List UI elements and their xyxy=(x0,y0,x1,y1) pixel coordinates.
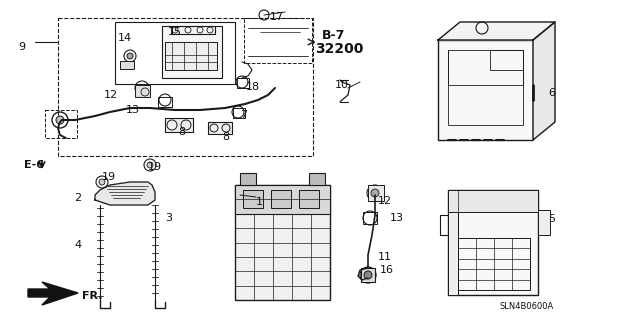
Text: 13: 13 xyxy=(126,105,140,115)
Bar xyxy=(438,40,533,140)
Bar xyxy=(165,118,193,132)
Bar xyxy=(233,108,245,118)
Text: 16: 16 xyxy=(380,265,394,275)
Bar xyxy=(448,190,538,295)
Bar xyxy=(458,238,530,290)
Bar xyxy=(237,78,249,88)
Bar xyxy=(162,26,222,78)
Bar xyxy=(240,173,256,185)
Bar xyxy=(309,173,325,185)
Bar xyxy=(158,97,172,107)
Text: 7: 7 xyxy=(240,110,247,120)
Bar xyxy=(448,190,458,295)
Text: E-6: E-6 xyxy=(24,160,44,170)
Bar xyxy=(363,212,377,224)
Bar xyxy=(235,185,330,214)
Bar xyxy=(235,185,330,300)
Bar xyxy=(271,190,291,208)
Bar xyxy=(45,110,77,138)
Text: 4: 4 xyxy=(74,240,81,250)
Bar xyxy=(448,50,523,125)
Bar xyxy=(115,22,235,84)
Circle shape xyxy=(364,271,372,279)
Text: 10: 10 xyxy=(335,80,349,90)
Bar xyxy=(361,268,375,282)
Bar xyxy=(208,122,232,134)
Text: 18: 18 xyxy=(246,82,260,92)
Text: 11: 11 xyxy=(378,252,392,262)
Polygon shape xyxy=(95,182,155,205)
Bar xyxy=(368,185,384,201)
Bar xyxy=(538,210,550,235)
Text: 8: 8 xyxy=(178,127,185,137)
Bar xyxy=(58,18,313,156)
Circle shape xyxy=(127,53,133,59)
Text: 17: 17 xyxy=(270,12,284,22)
Text: SLN4B0600A: SLN4B0600A xyxy=(500,302,554,311)
Polygon shape xyxy=(28,282,78,305)
Bar xyxy=(135,85,150,97)
Bar xyxy=(299,190,319,208)
Bar xyxy=(448,190,538,212)
Circle shape xyxy=(371,189,379,197)
Polygon shape xyxy=(533,22,555,140)
Text: B-7: B-7 xyxy=(322,29,346,42)
Text: 1: 1 xyxy=(256,197,263,207)
Text: FR.: FR. xyxy=(82,291,102,301)
Bar xyxy=(120,61,134,69)
Text: 32200: 32200 xyxy=(315,42,364,56)
Text: 13: 13 xyxy=(390,213,404,223)
Polygon shape xyxy=(438,22,555,40)
Circle shape xyxy=(56,116,64,124)
Text: 12: 12 xyxy=(378,196,392,206)
Circle shape xyxy=(147,162,153,168)
Text: 3: 3 xyxy=(165,213,172,223)
Bar xyxy=(244,18,312,63)
Text: 14: 14 xyxy=(118,33,132,43)
Text: 8: 8 xyxy=(222,132,229,142)
Text: 19: 19 xyxy=(148,162,162,172)
Text: 15: 15 xyxy=(168,27,182,37)
Text: 2: 2 xyxy=(74,193,81,203)
Text: 19: 19 xyxy=(102,172,116,182)
Text: 12: 12 xyxy=(104,90,118,100)
Bar xyxy=(165,42,217,70)
Bar xyxy=(490,50,523,70)
Bar xyxy=(243,190,263,208)
Text: 5: 5 xyxy=(548,214,555,224)
Text: 6: 6 xyxy=(548,88,555,98)
Text: 9: 9 xyxy=(18,42,25,52)
Circle shape xyxy=(99,179,105,185)
